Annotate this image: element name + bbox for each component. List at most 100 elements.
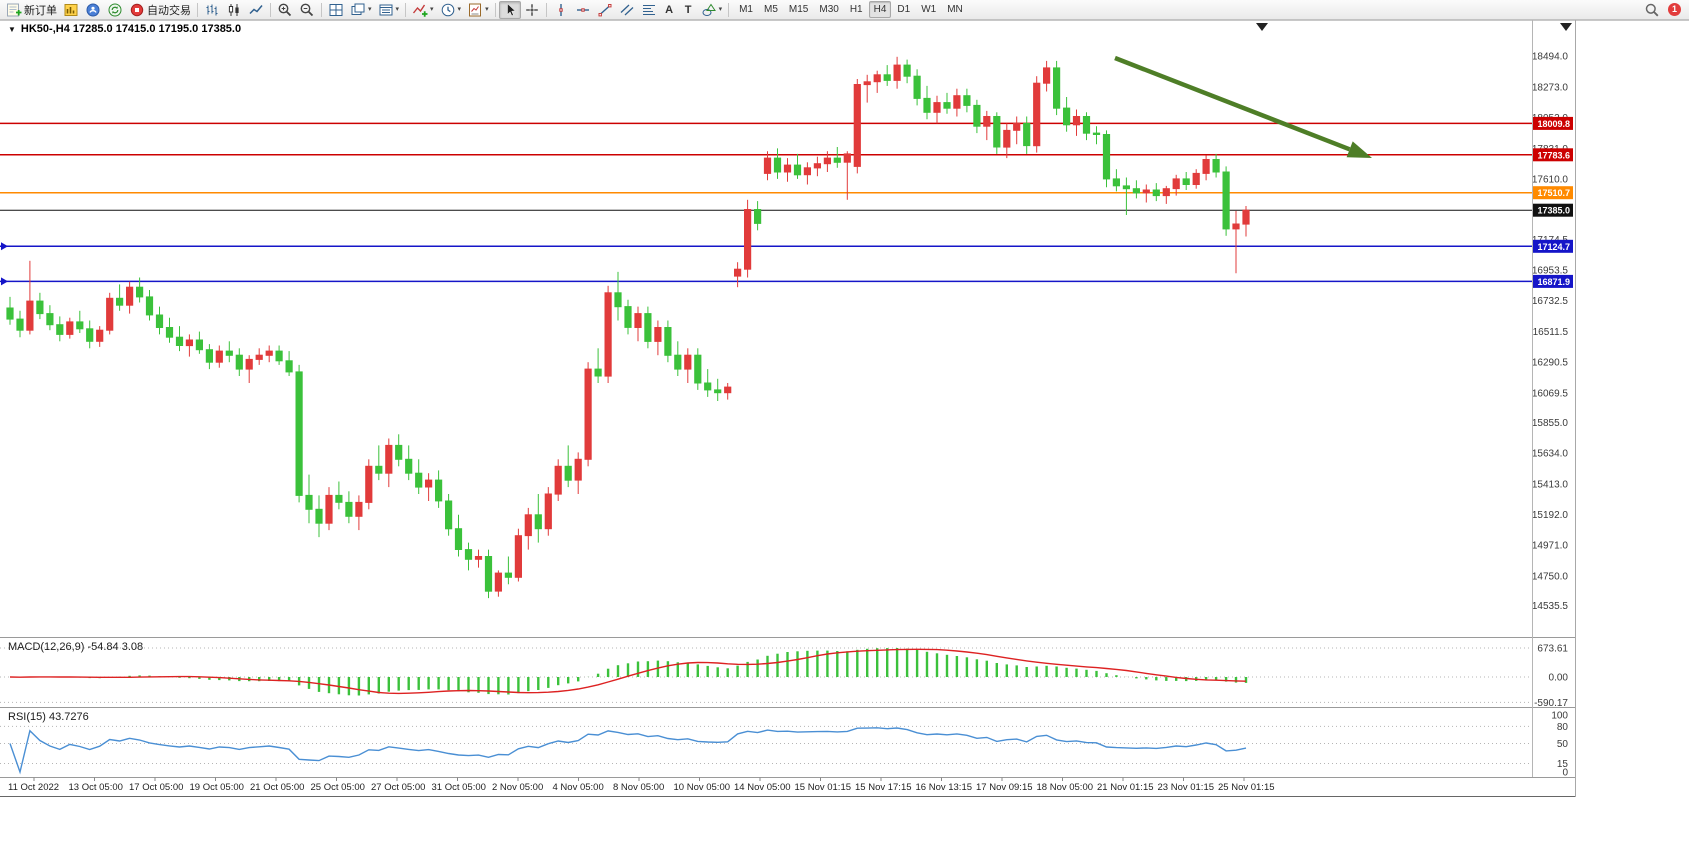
time-axis-label: 11 Oct 2022	[8, 782, 59, 793]
trendline-button[interactable]	[594, 1, 616, 19]
timeframe-button-m30[interactable]: M30	[814, 1, 843, 18]
svg-text:14750.0: 14750.0	[1532, 571, 1569, 582]
time-axis-label: 25 Oct 05:00	[311, 782, 365, 793]
time-axis-label: 21 Nov 01:15	[1097, 782, 1154, 793]
timeframe-button-mn[interactable]: MN	[942, 1, 968, 18]
rsi-line	[9, 727, 1247, 775]
svg-text:15413.0: 15413.0	[1532, 479, 1569, 490]
dropdown-caret: ▾	[368, 6, 372, 13]
svg-text:18009.8: 18009.8	[1537, 119, 1570, 129]
new-order-button[interactable]: 新订单	[3, 1, 60, 19]
chart-shift-marker[interactable]	[1256, 23, 1268, 31]
notification-badge[interactable]: 1	[1668, 3, 1681, 16]
svg-text:0.00: 0.00	[1549, 673, 1569, 684]
search-button[interactable]	[1641, 1, 1663, 19]
templates-icon	[469, 3, 482, 16]
toolbar-separator	[197, 2, 198, 17]
price-axis-tag-16871.9: 16871.9	[1533, 274, 1573, 288]
timeframe-button-m15[interactable]: M15	[784, 1, 813, 18]
timeframe-button-w1[interactable]: W1	[916, 1, 941, 18]
candlestick-series	[6, 56, 1250, 599]
autotrading-label: 自动交易	[147, 4, 191, 17]
templates-button[interactable]: ▾	[464, 1, 492, 19]
svg-text:14535.5: 14535.5	[1532, 601, 1569, 612]
price-axis-tag-17783.6: 17783.6	[1533, 148, 1573, 162]
price-axis-tag-18009.8: 18009.8	[1533, 116, 1573, 130]
svg-text:18273.0: 18273.0	[1532, 82, 1569, 93]
cursor-button[interactable]	[498, 0, 521, 19]
text-button[interactable]: T	[679, 1, 698, 19]
price-chart[interactable]: 18494.018273.018052.017831.017610.017389…	[0, 20, 1689, 858]
tile-windows-icon	[329, 3, 343, 16]
equidistant-channel-button[interactable]	[616, 1, 638, 19]
tile-windows-button[interactable]	[325, 1, 347, 19]
cascade-windows-button[interactable]: ▾	[347, 1, 375, 19]
time-axis-label: 2 Nov 05:00	[492, 782, 543, 793]
svg-text:16290.5: 16290.5	[1532, 358, 1569, 369]
svg-text:17124.7: 17124.7	[1537, 242, 1570, 252]
svg-text:-590.17: -590.17	[1534, 698, 1568, 709]
indicators-button[interactable]: ▾	[409, 1, 437, 19]
svg-text:16732.5: 16732.5	[1532, 296, 1569, 307]
arrows-button[interactable]: A	[660, 1, 679, 19]
timeframe-button-m1[interactable]: M1	[734, 1, 758, 18]
hline-left-marker	[1, 242, 8, 251]
main-toolbar: 新订单	[0, 0, 1689, 20]
line-chart-button[interactable]	[245, 1, 267, 19]
svg-text:0: 0	[1562, 768, 1568, 779]
time-axis-label: 21 Oct 05:00	[250, 782, 304, 793]
new-order-icon	[7, 3, 22, 16]
toolbar-separator	[494, 2, 496, 17]
shapes-icon	[702, 3, 716, 16]
svg-text:673.61: 673.61	[1537, 644, 1568, 655]
shapes-button[interactable]: ▾	[698, 1, 726, 19]
toolbar-right: 1	[1641, 1, 1686, 19]
vertical-line-button[interactable]	[550, 1, 572, 19]
time-axis: 11 Oct 2022 13 Oct 05:00 17 Oct 05:00 19 Oc…	[8, 777, 1275, 793]
svg-text:50: 50	[1557, 739, 1569, 750]
price-axis-tag-17510.7: 17510.7	[1533, 186, 1573, 200]
toolbar-separator	[728, 2, 730, 17]
hline-left-marker	[1, 277, 8, 286]
autotrading-icon	[130, 3, 144, 16]
profiles-icon	[86, 3, 100, 16]
time-axis-label: 17 Nov 09:15	[976, 782, 1033, 793]
periods-button[interactable]: ▾	[437, 1, 465, 19]
vertical-line-icon	[558, 3, 563, 16]
text-icon: T	[684, 3, 692, 16]
refresh-button[interactable]	[104, 1, 126, 19]
svg-text:16069.5: 16069.5	[1532, 388, 1569, 399]
trend-arrow[interactable]	[1114, 55, 1351, 152]
time-axis-label: 17 Oct 05:00	[129, 782, 183, 793]
macd-signal-line	[9, 648, 1247, 695]
candlestick-chart-button[interactable]	[223, 1, 245, 19]
toolbar-separator	[270, 2, 271, 17]
time-axis-label: 18 Nov 05:00	[1037, 782, 1094, 793]
search-icon	[1645, 3, 1659, 16]
svg-text:80: 80	[1557, 722, 1569, 733]
timeframe-button-m5[interactable]: M5	[759, 1, 783, 18]
zoom-out-button[interactable]	[296, 1, 318, 19]
clock-icon	[441, 3, 454, 16]
zoom-out-icon	[300, 3, 314, 16]
price-axis-tag-17385.0: 17385.0	[1533, 203, 1573, 217]
fibonacci-button[interactable]	[638, 1, 660, 19]
new-chart-button[interactable]	[60, 1, 82, 19]
chart-window[interactable]: 18494.018273.018052.017831.017610.017389…	[0, 20, 1689, 858]
chart-collapse-icon[interactable]: ▼	[8, 24, 16, 34]
bar-chart-button[interactable]	[201, 1, 223, 19]
trend-arrow-head	[1346, 141, 1372, 158]
zoom-in-button[interactable]	[274, 1, 296, 19]
axis-corner-marker	[1560, 23, 1572, 31]
autotrading-button[interactable]: 自动交易	[126, 1, 194, 19]
window-list-icon	[379, 4, 393, 15]
timeframe-button-d1[interactable]: D1	[892, 1, 915, 18]
window-list-button[interactable]: ▾	[375, 1, 403, 19]
crosshair-button[interactable]	[521, 1, 543, 19]
time-axis-label: 8 Nov 05:00	[613, 782, 664, 793]
profiles-button[interactable]	[82, 1, 104, 19]
timeframe-button-h1[interactable]: H1	[845, 1, 868, 18]
timeframe-button-h4[interactable]: H4	[868, 1, 892, 18]
indicators-icon	[412, 4, 428, 17]
horizontal-line-button[interactable]	[572, 1, 594, 19]
